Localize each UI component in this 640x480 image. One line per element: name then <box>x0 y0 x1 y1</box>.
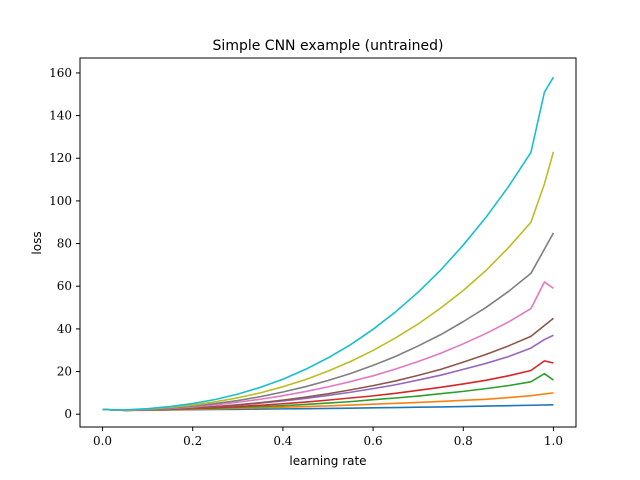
y-tick-label: 20 <box>57 365 72 379</box>
y-tick-label: 80 <box>57 237 72 251</box>
y-tick-label: 160 <box>49 66 72 80</box>
y-tick-label: 100 <box>49 194 72 208</box>
x-tick-label: 0.8 <box>454 434 473 448</box>
y-tick-label: 0 <box>64 407 72 421</box>
x-tick-label: 0.4 <box>273 434 292 448</box>
series-line-2 <box>102 372 554 412</box>
y-tick-label: 40 <box>57 322 72 336</box>
series-line-9 <box>102 76 555 411</box>
series-line-8 <box>102 151 555 411</box>
y-axis: 0 20 40 60 80 100 120 140 160 <box>49 66 80 421</box>
series-line-6 <box>102 281 554 412</box>
x-axis: 0.0 0.2 0.4 0.6 0.8 1.0 <box>93 427 563 448</box>
x-tick-label: 1.0 <box>544 434 563 448</box>
series-layer <box>102 76 555 412</box>
series-line-5 <box>102 317 554 412</box>
y-axis-label: loss <box>30 231 44 254</box>
series-line-7 <box>102 232 555 411</box>
x-axis-label: learning rate <box>289 454 366 468</box>
plot-frame <box>79 57 577 428</box>
y-tick-label: 60 <box>57 279 72 293</box>
x-tick-label: 0.6 <box>364 434 383 448</box>
x-tick-label: 0.2 <box>183 434 202 448</box>
x-tick-label: 0.0 <box>93 434 112 448</box>
chart-title: Simple CNN example (untrained) <box>213 38 444 54</box>
y-tick-label: 140 <box>49 109 72 123</box>
y-tick-label: 120 <box>49 151 72 165</box>
